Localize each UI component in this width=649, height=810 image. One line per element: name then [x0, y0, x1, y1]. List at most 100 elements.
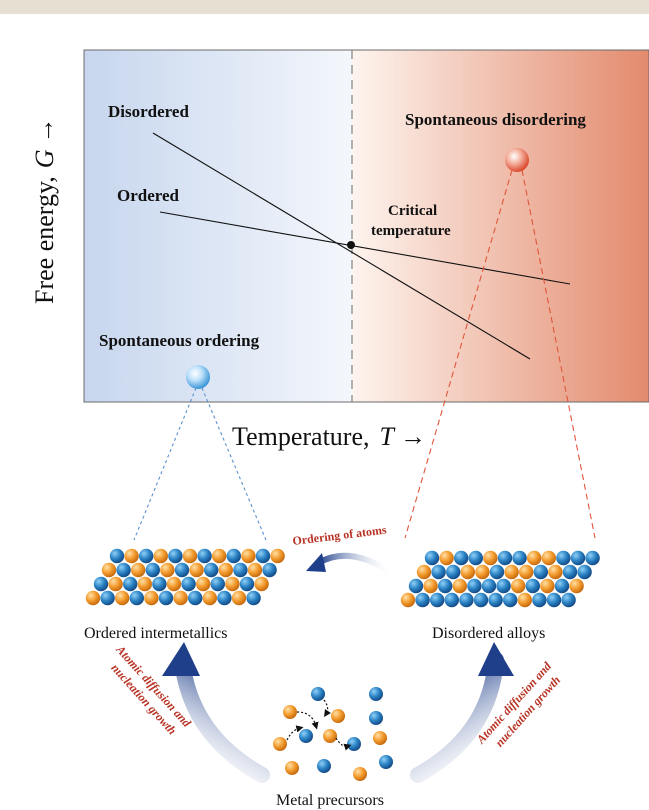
lattice-atom: [504, 564, 519, 580]
ordered-energy-line: [159, 211, 571, 285]
lattice-atom: [158, 590, 174, 606]
lattice-atom: [131, 562, 146, 578]
lattice-atom: [246, 590, 261, 606]
lattice-atom: [585, 550, 600, 566]
lattice-atom: [503, 592, 518, 608]
lattice-atom: [430, 592, 445, 608]
lattice-atom: [554, 578, 570, 594]
region-label-ordering: Spontaneous ordering: [99, 331, 260, 350]
lattice-atom: [444, 592, 459, 608]
lattice-atom: [166, 576, 182, 592]
y-axis-arrow: →: [30, 117, 59, 143]
lattice-atom: [438, 578, 453, 594]
lattice-atom: [100, 590, 115, 606]
lattice-atom: [153, 548, 168, 564]
lattice-atom: [212, 548, 227, 564]
lattice-atom: [467, 578, 482, 594]
disordered-region: [352, 50, 649, 402]
lattice-atom: [197, 548, 212, 564]
precursor-atom: [369, 687, 383, 701]
lattice-atom: [101, 562, 117, 578]
precursor-atom: [311, 687, 325, 701]
lattice-atom: [488, 592, 503, 608]
disordered-projection-left: [404, 169, 513, 539]
lattice-atom: [532, 592, 547, 608]
critical-label-line1: Critical: [388, 203, 437, 219]
x-axis-title: Temperature, T →: [232, 422, 426, 451]
ordering-arrow-label: Ordering of atoms: [292, 523, 388, 548]
lattice-atom: [145, 562, 160, 578]
lattice-atom: [109, 548, 125, 564]
precursor-atom: [273, 737, 287, 751]
lattice-atom: [231, 590, 247, 606]
left-growth-arrowhead: [162, 642, 200, 676]
disordered-energy-line: [152, 132, 531, 360]
ordering-orb: [186, 365, 210, 389]
lattice-atom: [519, 564, 534, 580]
curve-label-ordered: Ordered: [117, 186, 180, 205]
lattice-atom: [210, 576, 225, 592]
lattice-atom: [562, 564, 578, 580]
lattice-atom: [546, 592, 562, 608]
diffusion-path: [286, 725, 304, 741]
lattice-atom: [247, 562, 263, 578]
lattice-atom: [254, 576, 269, 592]
lattice-atom: [512, 550, 527, 566]
lattice-atom: [415, 592, 430, 608]
lattice-atom: [226, 548, 241, 564]
lattice-atom: [497, 550, 513, 566]
panel-frame: [83, 49, 649, 403]
lattice-atom: [182, 548, 198, 564]
x-axis-label: Temperature,: [232, 422, 370, 451]
y-axis-title: Free energy, G →: [30, 117, 59, 304]
lattice-atom: [408, 578, 424, 594]
lattice-atom: [556, 550, 571, 566]
lattice-atom: [548, 564, 563, 580]
lattice-atom: [525, 578, 540, 594]
precursor-caption: Metal precursors: [276, 792, 384, 809]
lattice-atom: [239, 576, 255, 592]
disordered-alloy-slab: [400, 550, 600, 608]
curve-label-disordered: Disordered: [108, 102, 189, 121]
lattice-atom: [217, 590, 232, 606]
y-axis-symbol: G: [30, 149, 59, 168]
ordered-caption: Ordered intermetallics: [84, 625, 228, 642]
lattice-atom: [533, 564, 548, 580]
lattice-atom: [473, 592, 489, 608]
lattice-atom: [233, 562, 248, 578]
lattice-atom: [137, 576, 152, 592]
precursor-atom: [347, 737, 361, 751]
lattice-atom: [496, 578, 511, 594]
svg-text:Free energy,G→: Free energy, G →: [30, 117, 59, 304]
lattice-atom: [116, 562, 131, 578]
precursor-atom: [285, 761, 299, 775]
lattice-atom: [152, 576, 167, 592]
precursor-atom: [373, 731, 387, 745]
x-axis-symbol: T: [380, 422, 396, 451]
lattice-atom: [527, 550, 542, 566]
lattice-atom: [423, 578, 438, 594]
lattice-atom: [481, 578, 497, 594]
lattice-atom: [511, 578, 526, 594]
lattice-atom: [123, 576, 138, 592]
lattice-atom: [460, 564, 475, 580]
lattice-atom: [561, 592, 576, 608]
disordered-projection-right: [521, 169, 596, 539]
lattice-atom: [85, 590, 101, 606]
lattice-atom: [517, 592, 532, 608]
lattice-atom: [400, 592, 416, 608]
precursor-atom: [379, 755, 393, 769]
lattice-atom: [424, 550, 440, 566]
disordered-caption: Disordered alloys: [432, 625, 545, 642]
critical-point-marker: [347, 241, 355, 249]
region-label-disordering: Spontaneous disordering: [405, 110, 586, 129]
precursor-atom: [317, 759, 331, 773]
lattice-atom: [93, 576, 109, 592]
lattice-atom: [439, 550, 454, 566]
lattice-atom: [124, 548, 139, 564]
metal-precursor-cluster: [273, 687, 393, 781]
lattice-atom: [483, 550, 498, 566]
lattice-atom: [416, 564, 432, 580]
